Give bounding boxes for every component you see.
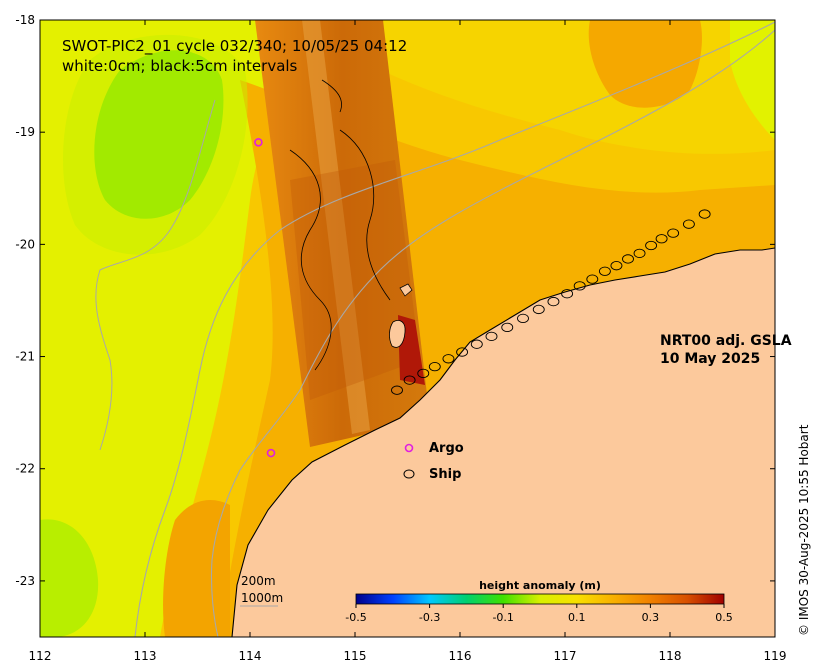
x-tick-label: 117 xyxy=(554,649,577,663)
isobath-label-1000m: 1000m xyxy=(241,591,283,605)
colorbar-tick-label: -0.5 xyxy=(345,611,366,624)
ship-position-marker xyxy=(428,361,441,372)
ship-legend-marker xyxy=(403,469,415,479)
colorbar-tick-label: -0.3 xyxy=(419,611,440,624)
ship-position-marker xyxy=(517,313,529,324)
yellow-green-halo xyxy=(63,34,248,255)
ship-position-marker xyxy=(456,347,469,357)
x-tick-label: 115 xyxy=(344,649,367,663)
swath-contour-2 xyxy=(339,129,391,301)
ship-position-marker xyxy=(547,296,560,307)
ship-position-marker xyxy=(633,248,646,258)
isobath-1000m xyxy=(134,21,775,637)
ship-track xyxy=(391,209,711,395)
barrow-island xyxy=(389,320,406,348)
x-tick-label: 113 xyxy=(134,649,157,663)
axis-ticks: 112 113 114 115 116 117 118 119 -18 -19 -20 -21 -22 -… xyxy=(15,13,786,663)
ship-position-marker xyxy=(561,289,574,299)
ship-position-marker xyxy=(610,261,623,271)
swot-swath-nadir xyxy=(302,20,370,434)
swath-contour-1 xyxy=(289,149,332,371)
plot-frame xyxy=(39,19,776,638)
x-tick-label: 119 xyxy=(764,649,787,663)
montebello-islands xyxy=(399,283,413,297)
green-anomaly-blob-south xyxy=(40,519,99,637)
argo-legend-marker xyxy=(404,443,414,453)
credit-label: © IMOS 30-Aug-2025 10:55 Hobart xyxy=(797,424,811,636)
map-plot-area xyxy=(40,20,775,637)
orange-anomaly-west xyxy=(163,500,230,637)
colorbar: height anomaly (m) -0.5 -0.3 -0.1 0.1 0.3 0.5 xyxy=(345,579,732,624)
orange-anomaly-blob-northeast xyxy=(588,20,702,108)
colorbar-ramp xyxy=(355,593,725,605)
colorbar-tick-label: 0.5 xyxy=(715,611,733,624)
product-label-line1: NRT00 adj. GSLA xyxy=(660,333,792,349)
ship-position-marker xyxy=(598,266,611,276)
isobath-200m xyxy=(210,29,775,637)
ship-position-marker xyxy=(403,375,416,385)
x-tick-label: 114 xyxy=(239,649,262,663)
ship-position-marker xyxy=(485,331,498,342)
ship-position-marker xyxy=(682,219,695,229)
ship-position-marker xyxy=(501,322,514,333)
colorbar-tick-label: -0.1 xyxy=(492,611,513,624)
colorbar-ticks: -0.5 -0.3 -0.1 0.1 0.3 0.5 xyxy=(345,604,733,624)
ship-position-marker xyxy=(442,354,455,364)
y-tick-label: -19 xyxy=(15,125,35,139)
x-tick-label: 112 xyxy=(29,649,52,663)
argo-floats xyxy=(254,137,276,458)
ship-position-marker xyxy=(645,240,658,251)
ship-position-marker xyxy=(655,234,668,244)
ship-position-marker xyxy=(532,304,545,315)
map-title-line1: SWOT-PIC2_01 cycle 032/340; 10/05/25 04:… xyxy=(62,37,407,56)
swot-swath-dark-core xyxy=(290,160,420,400)
ship-position-marker xyxy=(573,281,586,291)
x-tick-label: 116 xyxy=(449,649,472,663)
ship-position-marker xyxy=(622,254,634,264)
ship-position-marker xyxy=(417,368,430,379)
product-label-line2: 10 May 2025 xyxy=(660,351,760,367)
map-title-line2: white:0cm; black:5cm intervals xyxy=(62,57,298,75)
y-tick-label: -18 xyxy=(15,13,35,27)
ship-position-marker xyxy=(698,209,711,219)
isobath-plateau xyxy=(95,99,216,451)
ship-position-marker xyxy=(391,385,403,395)
colorbar-tick-label: 0.3 xyxy=(642,611,660,624)
ship-position-marker xyxy=(586,274,599,284)
lime-anomaly-zone-east xyxy=(730,20,775,140)
swath-contour-3 xyxy=(321,79,342,113)
y-tick-label: -21 xyxy=(15,350,35,364)
ship-legend-label: Ship xyxy=(429,467,461,482)
argo-float-marker xyxy=(254,137,263,147)
ship-position-marker xyxy=(667,228,680,238)
y-tick-label: -20 xyxy=(15,237,35,251)
x-tick-label: 118 xyxy=(659,649,682,663)
coastline xyxy=(231,247,775,637)
y-tick-label: -22 xyxy=(15,462,35,476)
map-legend: Argo Ship xyxy=(403,441,464,482)
isobath-label-200m: 200m xyxy=(241,574,276,588)
ship-position-marker xyxy=(470,339,483,349)
y-tick-label: -23 xyxy=(15,574,35,588)
argo-legend-label: Argo xyxy=(429,441,464,456)
colorbar-title: height anomaly (m) xyxy=(479,579,601,592)
australia-land xyxy=(232,248,775,637)
argo-float-marker xyxy=(266,448,276,458)
colorbar-tick-label: 0.1 xyxy=(568,611,586,624)
